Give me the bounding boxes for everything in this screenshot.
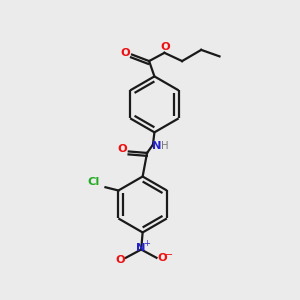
Text: N: N bbox=[136, 243, 146, 253]
Text: Cl: Cl bbox=[88, 177, 100, 187]
Text: N: N bbox=[152, 141, 161, 151]
Text: H: H bbox=[161, 141, 169, 151]
Text: O: O bbox=[161, 42, 170, 52]
Text: −: − bbox=[165, 250, 173, 260]
Text: +: + bbox=[143, 238, 150, 247]
Text: O: O bbox=[158, 254, 167, 263]
Text: O: O bbox=[121, 48, 130, 58]
Text: O: O bbox=[117, 144, 127, 154]
Text: O: O bbox=[116, 255, 125, 265]
